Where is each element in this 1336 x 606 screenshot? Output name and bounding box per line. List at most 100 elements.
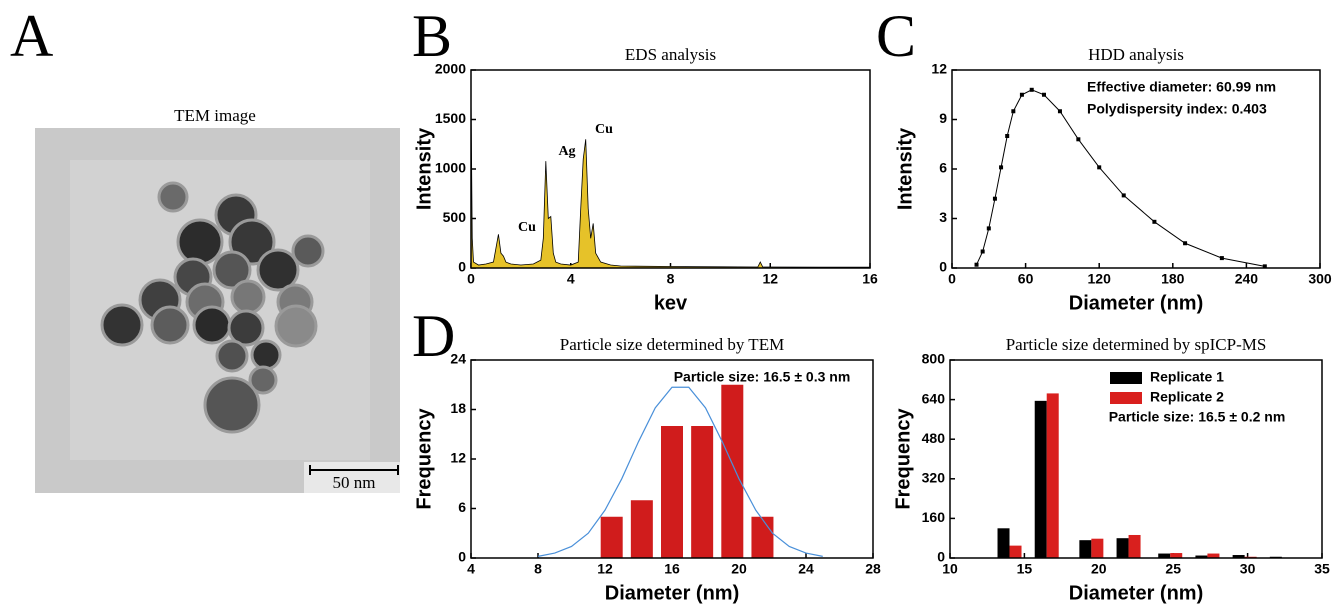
- data-point: [999, 165, 1004, 170]
- x-tick-label: 0: [948, 271, 956, 287]
- y-tick-label: 0: [939, 259, 947, 275]
- particle: [250, 339, 282, 371]
- data-point: [992, 196, 997, 201]
- x-tick-label: 10: [942, 561, 958, 577]
- data-point: [1057, 109, 1062, 114]
- data-point: [1005, 134, 1010, 138]
- legend-label: Replicate 1: [1150, 369, 1224, 385]
- x-tick-label: 16: [664, 561, 680, 577]
- particle: [150, 305, 190, 345]
- y-axis-label: Intensity: [894, 127, 916, 210]
- x-axis-label: Diameter (nm): [1069, 292, 1203, 314]
- y-tick-label: 1000: [435, 160, 466, 176]
- y-tick-label: 0: [458, 549, 466, 565]
- particle: [192, 305, 232, 345]
- bar: [1116, 538, 1129, 558]
- x-tick-label: 4: [567, 271, 575, 287]
- panel-title: HDD analysis: [1088, 45, 1184, 64]
- tem-image: 50 nm TEM image A: [10, 3, 400, 493]
- annotation: Cu: [595, 122, 613, 137]
- x-tick-label: 8: [667, 271, 675, 287]
- x-tick-label: 24: [798, 561, 814, 577]
- scale-bar-box: [304, 462, 400, 493]
- bar: [1207, 553, 1220, 558]
- y-tick-label: 640: [922, 390, 946, 406]
- x-tick-label: 240: [1235, 271, 1259, 287]
- bar: [1079, 540, 1092, 558]
- bar: [1128, 534, 1141, 558]
- x-tick-label: 0: [467, 271, 475, 287]
- x-tick-label: 15: [1017, 561, 1033, 577]
- panel-letter: C: [876, 3, 916, 69]
- x-tick-label: 20: [731, 561, 747, 577]
- spectrum-area: [470, 94, 871, 269]
- particle: [203, 376, 261, 434]
- x-axis-label: Diameter (nm): [1069, 582, 1203, 604]
- bar: [721, 384, 744, 558]
- panel-title: Particle size determined by spICP-MS: [1006, 335, 1267, 354]
- y-axis-label: Frequency: [413, 408, 435, 510]
- annotation: Particle size: 16.5 ± 0.3 nm: [674, 369, 851, 385]
- x-tick-label: 8: [534, 561, 542, 577]
- plot-frame: [951, 69, 1321, 269]
- x-tick-label: 20: [1091, 561, 1107, 577]
- particle: [157, 181, 189, 213]
- y-tick-label: 500: [443, 209, 467, 225]
- bar: [1170, 553, 1183, 558]
- x-tick-label: 12: [597, 561, 613, 577]
- data-point: [1183, 241, 1188, 246]
- y-tick-label: 2000: [435, 61, 466, 77]
- y-tick-label: 12: [931, 61, 947, 77]
- particle: [230, 279, 266, 315]
- bar: [751, 516, 774, 558]
- y-tick-label: 0: [458, 259, 466, 275]
- particle: [274, 304, 318, 348]
- y-axis-label: Frequency: [892, 408, 914, 510]
- legend-label: Replicate 2: [1150, 389, 1224, 405]
- fit-curve: [537, 386, 823, 557]
- panel-letter: B: [412, 3, 452, 69]
- particle: [256, 248, 300, 292]
- bar: [997, 528, 1010, 558]
- y-tick-label: 0: [937, 549, 945, 565]
- plot-frame: [470, 69, 871, 269]
- annotation: Cu: [518, 220, 536, 235]
- y-tick-label: 3: [939, 209, 947, 225]
- y-tick-label: 480: [922, 430, 946, 446]
- particle: [227, 309, 265, 347]
- particle: [248, 365, 278, 395]
- data-point: [1219, 256, 1224, 261]
- bar: [1158, 553, 1171, 558]
- panel-title: Particle size determined by TEM: [560, 335, 784, 354]
- x-tick-label: 30: [1240, 561, 1256, 577]
- legend-swatch: [1110, 392, 1142, 404]
- data-point: [986, 226, 991, 231]
- x-tick-label: 120: [1088, 271, 1112, 287]
- data-point: [1029, 87, 1034, 92]
- bar: [661, 426, 683, 558]
- x-tick-label: 300: [1308, 271, 1332, 287]
- legend-swatch: [1110, 372, 1142, 384]
- y-tick-label: 9: [939, 110, 947, 126]
- x-tick-label: 180: [1161, 271, 1185, 287]
- data-point: [980, 249, 985, 254]
- scale-bar-label: 50 nm: [333, 473, 376, 492]
- data-point: [1121, 193, 1126, 198]
- bar: [1046, 393, 1059, 558]
- panel-title: EDS analysis: [625, 45, 716, 64]
- particles: [100, 181, 325, 434]
- bar: [1232, 555, 1245, 558]
- data-point: [1076, 137, 1081, 142]
- y-tick-label: 800: [922, 351, 946, 367]
- data-point: [974, 262, 979, 267]
- panel-letter: D: [412, 303, 455, 369]
- x-tick-label: 60: [1018, 271, 1034, 287]
- y-tick-label: 18: [450, 400, 466, 416]
- y-tick-label: 6: [939, 160, 947, 176]
- x-axis-label: Diameter (nm): [605, 582, 739, 604]
- data-point: [1011, 109, 1016, 114]
- bar: [1009, 545, 1022, 558]
- x-tick-label: 12: [762, 271, 778, 287]
- plot-frame: [470, 359, 874, 559]
